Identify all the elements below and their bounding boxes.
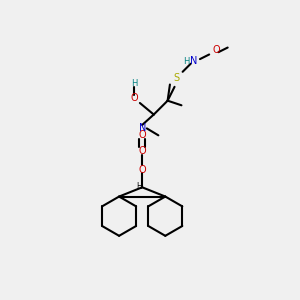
Text: H: H: [183, 57, 189, 66]
Text: O: O: [130, 93, 138, 103]
Text: O: O: [212, 45, 220, 55]
Text: H: H: [136, 182, 142, 191]
Text: O: O: [138, 146, 146, 157]
Text: N: N: [139, 123, 146, 134]
Text: N: N: [190, 56, 198, 66]
Text: O: O: [138, 130, 146, 140]
Text: H: H: [131, 79, 137, 88]
Text: O: O: [138, 165, 146, 175]
Text: S: S: [174, 73, 180, 82]
